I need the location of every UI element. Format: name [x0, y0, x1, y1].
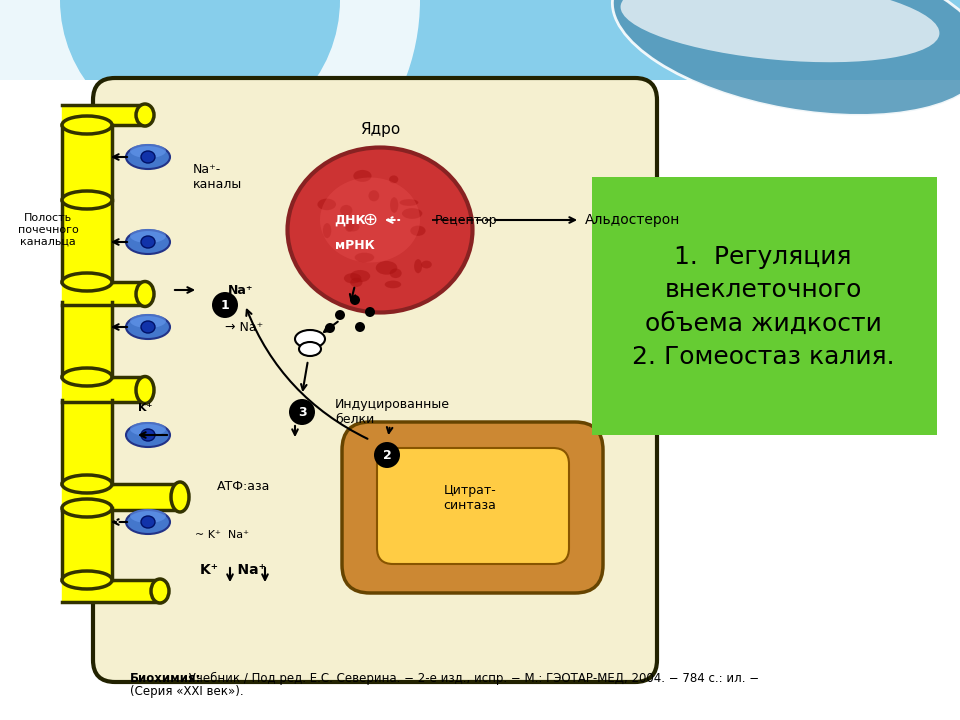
Ellipse shape	[141, 429, 155, 441]
Ellipse shape	[130, 422, 166, 436]
Text: Полость
почечного
канальца: Полость почечного канальца	[17, 213, 79, 247]
Ellipse shape	[410, 225, 425, 236]
Ellipse shape	[345, 218, 354, 232]
Text: АТФ:аза: АТФ:аза	[217, 480, 271, 493]
Ellipse shape	[390, 269, 401, 278]
Ellipse shape	[612, 0, 960, 115]
Ellipse shape	[126, 423, 170, 447]
Text: 2: 2	[383, 449, 392, 462]
Circle shape	[374, 442, 400, 468]
Ellipse shape	[350, 278, 363, 287]
Ellipse shape	[151, 579, 169, 603]
Ellipse shape	[136, 282, 154, 307]
Ellipse shape	[130, 229, 166, 243]
Ellipse shape	[353, 170, 372, 182]
Ellipse shape	[141, 321, 155, 333]
Text: ~ K⁺  Na⁺: ~ K⁺ Na⁺	[195, 530, 249, 540]
FancyBboxPatch shape	[377, 448, 569, 564]
Ellipse shape	[141, 236, 155, 248]
Ellipse shape	[369, 190, 379, 202]
Text: ⊕: ⊕	[363, 211, 377, 229]
Ellipse shape	[375, 261, 397, 275]
FancyBboxPatch shape	[0, 0, 960, 90]
Ellipse shape	[421, 261, 432, 269]
Circle shape	[325, 323, 335, 333]
Text: → Na⁺: → Na⁺	[225, 320, 263, 333]
Ellipse shape	[320, 178, 420, 263]
Ellipse shape	[390, 197, 398, 213]
Ellipse shape	[130, 509, 166, 523]
Text: 1.  Регуляция
внеклеточного
объема жидкости
2. Гомеостаз калия.: 1. Регуляция внеклеточного объема жидкос…	[632, 245, 895, 369]
Ellipse shape	[62, 191, 112, 209]
FancyBboxPatch shape	[342, 422, 603, 593]
Ellipse shape	[62, 368, 112, 386]
Ellipse shape	[402, 208, 422, 219]
Text: Na⁺: Na⁺	[228, 284, 253, 297]
Text: Рецептор: Рецептор	[435, 214, 497, 227]
Ellipse shape	[414, 259, 422, 273]
Text: ДНК: ДНК	[334, 214, 366, 227]
Ellipse shape	[136, 104, 154, 126]
Text: Учебник / Под ред. Е.С. Северина. − 2-е изд., испр. − М.: ГЭОТАР-МЕД, 2004. − 78: Учебник / Под ред. Е.С. Северина. − 2-е …	[185, 672, 759, 685]
Ellipse shape	[399, 199, 419, 206]
Ellipse shape	[389, 176, 398, 184]
Text: K⁺: K⁺	[138, 403, 153, 413]
Ellipse shape	[62, 273, 112, 291]
Text: Ядро: Ядро	[360, 122, 400, 137]
Text: 3: 3	[298, 405, 306, 418]
Circle shape	[365, 307, 375, 317]
Ellipse shape	[62, 116, 112, 134]
Ellipse shape	[126, 510, 170, 534]
Wedge shape	[0, 0, 420, 220]
Ellipse shape	[126, 145, 170, 169]
FancyBboxPatch shape	[592, 177, 937, 435]
Ellipse shape	[346, 222, 360, 232]
Ellipse shape	[385, 281, 401, 288]
Text: 1: 1	[221, 299, 229, 312]
Ellipse shape	[350, 270, 371, 282]
Ellipse shape	[130, 314, 166, 328]
Ellipse shape	[323, 223, 331, 238]
Ellipse shape	[295, 330, 325, 348]
Ellipse shape	[62, 475, 112, 493]
Circle shape	[212, 292, 238, 318]
Circle shape	[335, 310, 345, 320]
Text: Биохимия:: Биохимия:	[130, 672, 202, 685]
Circle shape	[289, 399, 315, 425]
Ellipse shape	[171, 482, 189, 512]
Ellipse shape	[130, 144, 166, 158]
Ellipse shape	[136, 377, 154, 403]
FancyBboxPatch shape	[93, 78, 657, 682]
Ellipse shape	[62, 571, 112, 589]
Text: Na⁺-
каналы: Na⁺- каналы	[193, 163, 242, 191]
Ellipse shape	[299, 342, 321, 356]
Circle shape	[355, 322, 365, 332]
Ellipse shape	[344, 273, 361, 284]
Text: K⁺    Na⁺: K⁺ Na⁺	[200, 563, 266, 577]
Text: (Серия «XXI век»).: (Серия «XXI век»).	[130, 685, 244, 698]
Text: Цитрат-
синтаза: Цитрат- синтаза	[444, 484, 496, 512]
Ellipse shape	[141, 516, 155, 528]
Ellipse shape	[287, 148, 472, 312]
Ellipse shape	[340, 205, 352, 216]
Text: мРНК: мРНК	[335, 238, 374, 251]
Ellipse shape	[354, 253, 374, 262]
Ellipse shape	[126, 315, 170, 339]
Ellipse shape	[318, 199, 336, 210]
Circle shape	[350, 295, 360, 305]
FancyBboxPatch shape	[0, 80, 960, 720]
Text: Альдостерон: Альдостерон	[585, 213, 681, 227]
Ellipse shape	[141, 151, 155, 163]
Ellipse shape	[620, 0, 940, 62]
Ellipse shape	[126, 230, 170, 254]
Ellipse shape	[62, 499, 112, 517]
Text: Индуцированные
белки: Индуцированные белки	[335, 398, 450, 426]
